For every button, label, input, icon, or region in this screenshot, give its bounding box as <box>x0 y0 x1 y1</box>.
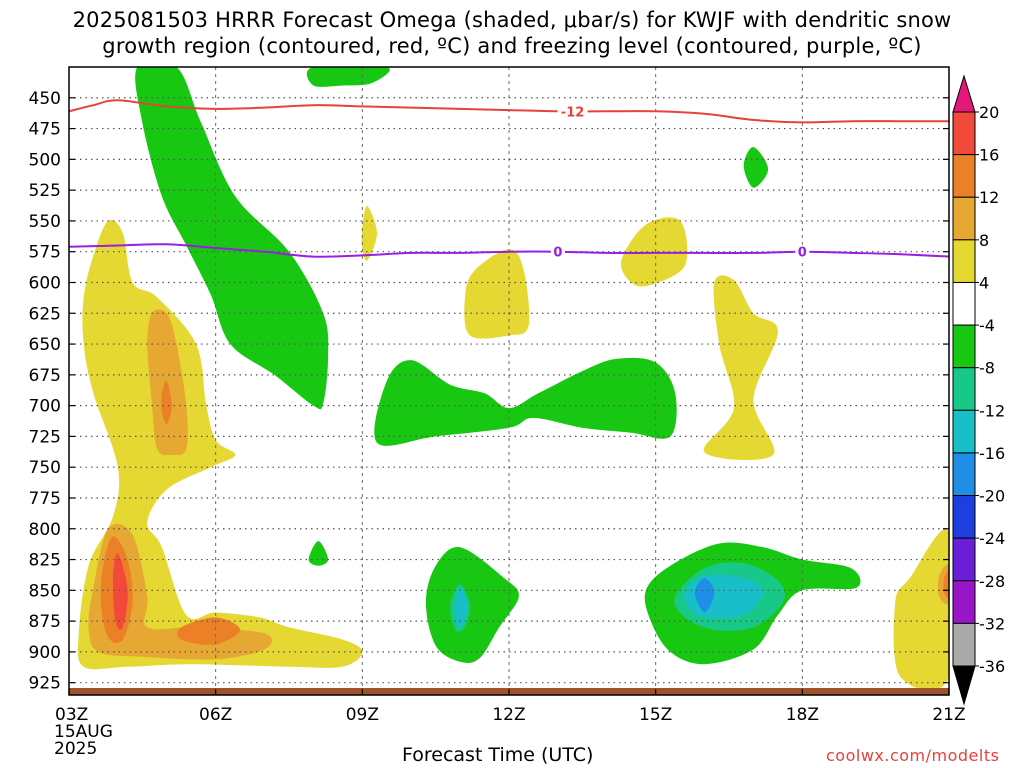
colorbar-box-2 <box>952 196 976 241</box>
ytick-label-625: 625 <box>29 304 61 324</box>
colorbar-label-11: -28 <box>979 572 1005 591</box>
colorbar-label-2: 12 <box>979 188 999 207</box>
colorbar-box-1 <box>952 154 976 198</box>
omega-region-5 <box>308 541 329 566</box>
colorbar-box-0 <box>952 111 976 156</box>
omega-region-24 <box>177 617 241 645</box>
colorbar-top-arrow <box>952 74 976 113</box>
colorbar-label-13: -36 <box>979 657 1005 676</box>
chart-title-line-1: 2025081503 HRRR Forecast Omega (shaded, … <box>72 8 952 32</box>
colorbar-label-5: -4 <box>979 316 995 335</box>
colorbar-label-3: 8 <box>979 231 989 250</box>
omega-shading <box>77 67 949 691</box>
omega-region-0 <box>135 67 329 410</box>
xtick-label-03Z: 03Z <box>55 705 88 725</box>
colorbar-box-3 <box>952 239 976 283</box>
ytick-label-825: 825 <box>29 551 61 571</box>
contour-label-bg-1-1 <box>795 244 810 259</box>
ytick-label-650: 650 <box>29 335 61 355</box>
omega-region-26 <box>112 553 128 630</box>
colorbar-box-9 <box>952 495 976 539</box>
omega-region-6 <box>743 146 769 188</box>
ytick-label-550: 550 <box>29 212 61 232</box>
omega-region-3 <box>425 546 519 664</box>
colorbar-box-11 <box>952 580 976 624</box>
ytick-label-750: 750 <box>29 458 61 478</box>
omega-region-12 <box>694 578 715 613</box>
date-label-1: 2025 <box>54 739 97 759</box>
ytick-label-525: 525 <box>29 181 61 201</box>
y-axis-ticks: 450 475 500 525 550 575 600 625 650 675 700 725 750 7… <box>29 89 949 694</box>
ytick-label-850: 850 <box>29 581 61 601</box>
contour-lines: -12 0 0 <box>69 99 949 261</box>
colorbar-box-6 <box>952 367 976 411</box>
ytick-label-600: 600 <box>29 273 61 293</box>
colorbar-label-0: 20 <box>979 103 999 122</box>
xtick-label-15Z: 15Z <box>639 705 672 725</box>
xtick-label-18Z: 18Z <box>786 705 819 725</box>
omega-region-22 <box>161 380 172 425</box>
ytick-label-700: 700 <box>29 397 61 417</box>
colorbar-label-6: -8 <box>979 359 995 378</box>
ytick-label-475: 475 <box>29 120 61 140</box>
colorbar-label-4: 4 <box>979 273 989 292</box>
contour-line-0 <box>69 99 949 124</box>
ytick-label-925: 925 <box>29 674 61 694</box>
colorbar-label-7: -12 <box>979 401 1005 420</box>
xtick-label-21Z: 21Z <box>932 705 965 725</box>
ytick-label-775: 775 <box>29 489 61 509</box>
omega-region-15 <box>464 249 530 339</box>
omega-region-20 <box>88 523 272 660</box>
colorbar-box-12 <box>952 622 976 667</box>
omega-region-2 <box>374 357 677 446</box>
contour-label-bg-0-0 <box>557 104 588 119</box>
xtick-label-06Z: 06Z <box>199 705 232 725</box>
ytick-label-875: 875 <box>29 612 61 632</box>
date-label-0: 15AUG <box>54 722 113 742</box>
chart-title-line-2: growth region (contoured, red, ºC) and f… <box>102 34 922 58</box>
omega-region-11 <box>455 587 468 628</box>
colorbar: 20 16 12 8 4 -4 -8 -12 -16 -20 -24 -28 -32 -36 <box>952 74 1005 706</box>
ytick-label-900: 900 <box>29 643 61 663</box>
xtick-label-09Z: 09Z <box>346 705 379 725</box>
ytick-label-800: 800 <box>29 520 61 540</box>
x-axis-title: Forecast Time (UTC) <box>402 744 594 766</box>
ytick-label-675: 675 <box>29 366 61 386</box>
colorbar-box-4 <box>952 281 976 326</box>
omega-region-14 <box>361 206 377 261</box>
colorbar-box-7 <box>952 409 976 454</box>
xtick-label-12Z: 12Z <box>492 705 525 725</box>
credit-link[interactable]: coolwx.com/modelts <box>826 746 1000 765</box>
colorbar-bottom-arrow <box>952 665 976 706</box>
contour-label-0-0: -12 <box>561 105 585 120</box>
colorbar-label-9: -20 <box>979 487 1005 506</box>
colorbar-box-5 <box>952 324 976 369</box>
colorbar-box-8 <box>952 452 976 497</box>
colorbar-label-1: 16 <box>979 146 999 165</box>
omega-region-1 <box>306 67 390 87</box>
contour-label-bg-1-0 <box>550 244 565 259</box>
omega-region-25 <box>943 571 949 598</box>
contour-label-1-1: 0 <box>798 246 807 261</box>
colorbar-label-8: -16 <box>979 444 1005 463</box>
omega-region-19 <box>147 309 188 456</box>
colorbar-label-10: -24 <box>979 529 1005 548</box>
omega-region-17 <box>703 275 778 461</box>
colorbar-box-10 <box>952 537 976 582</box>
ytick-label-500: 500 <box>29 150 61 170</box>
ytick-label-450: 450 <box>29 89 61 109</box>
colorbar-label-12: -32 <box>979 614 1005 633</box>
ytick-label-575: 575 <box>29 243 61 263</box>
ytick-label-725: 725 <box>29 427 61 447</box>
omega-region-18 <box>893 529 949 691</box>
contour-label-1-0: 0 <box>553 246 562 261</box>
